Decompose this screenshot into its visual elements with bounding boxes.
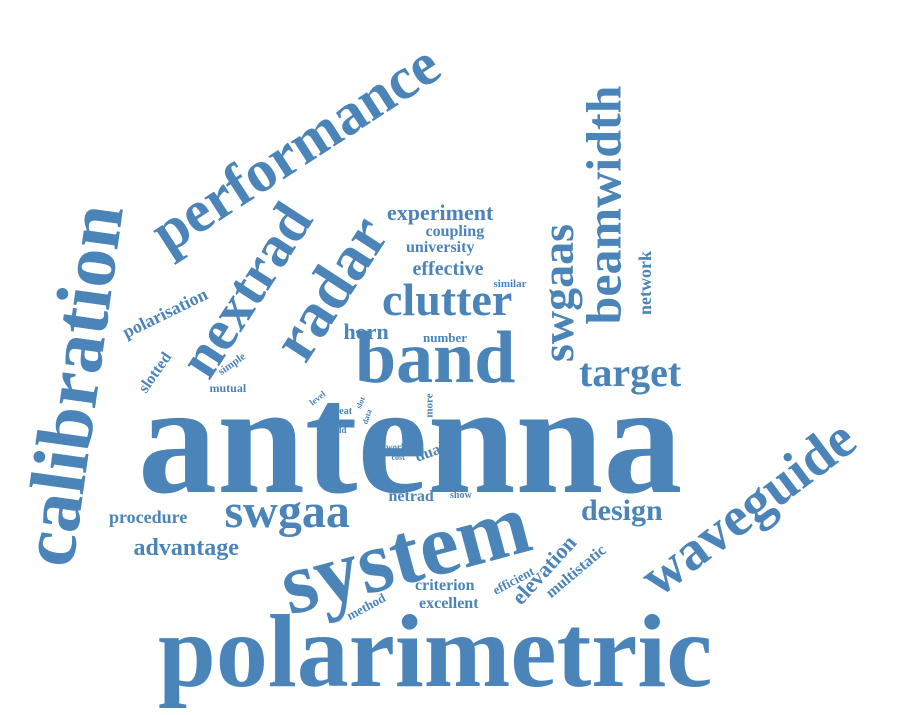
word-similar: similar: [493, 277, 527, 290]
word-polarimetric: polarimetric: [158, 594, 713, 709]
word-university: university: [406, 239, 475, 256]
word-horn: horn: [343, 319, 389, 344]
word-work: work: [386, 441, 406, 452]
word-target: target: [579, 350, 682, 395]
word-band: band: [355, 317, 516, 399]
word-experiment: experiment: [387, 200, 494, 225]
word-cost: cost: [391, 453, 405, 462]
word-excellent: excellent: [419, 595, 479, 612]
word-more: more: [423, 392, 436, 418]
word-coupling: coupling: [425, 223, 485, 240]
word-criterion: criterion: [415, 577, 475, 594]
word-great: great: [330, 406, 353, 417]
word-design: design: [581, 494, 663, 527]
word-mutual: mutual: [209, 381, 247, 395]
word-number: number: [423, 329, 468, 345]
word-swgaa: swgaa: [224, 485, 350, 538]
word-beamwidth: beamwidth: [574, 85, 631, 325]
word-netrad: netrad: [388, 488, 434, 505]
word-network: network: [635, 251, 655, 315]
word-clutter: clutter: [382, 274, 513, 325]
word-swgaas: swgaas: [532, 223, 584, 363]
word-procedure: procedure: [109, 507, 188, 527]
word-show: show: [450, 490, 472, 501]
word-field: field: [329, 424, 347, 435]
word-advantage: advantage: [133, 535, 239, 561]
word-effective: effective: [412, 258, 484, 280]
word-antenna: antenna: [138, 352, 683, 527]
